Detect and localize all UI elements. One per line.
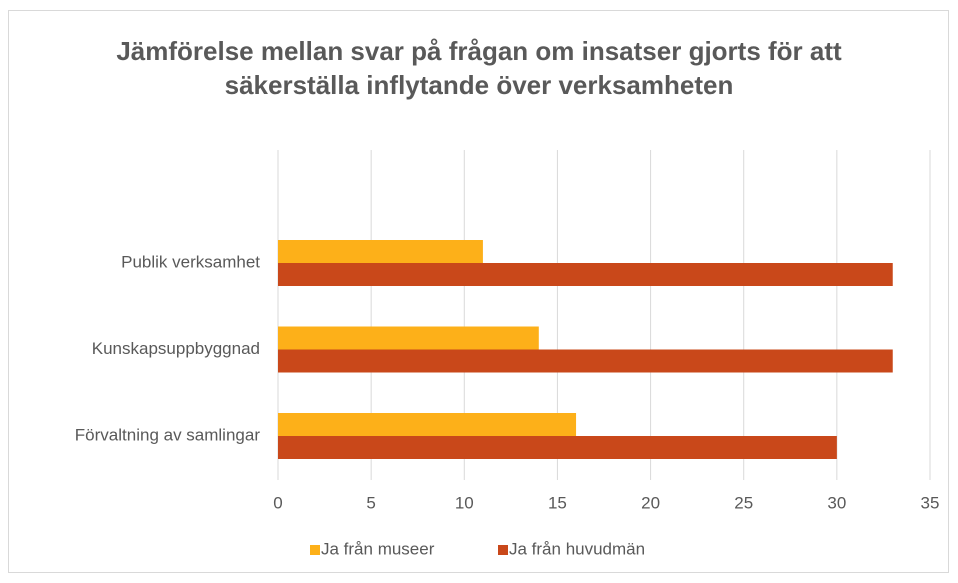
bar: [278, 326, 539, 350]
x-tick-label: 10: [455, 493, 474, 512]
y-tick-label: Kunskapsuppbyggnad: [92, 339, 260, 358]
bar: [278, 349, 893, 373]
legend-label: Ja från museer: [321, 539, 435, 558]
x-tick-label: 35: [921, 493, 940, 512]
x-tick-label: 15: [548, 493, 567, 512]
chart-title: Jämförelse mellan svar på frågan om insa…: [116, 36, 842, 100]
bar: [278, 263, 893, 286]
legend-swatch: [498, 545, 508, 555]
x-tick-label: 30: [827, 493, 846, 512]
x-tick-label: 5: [366, 493, 375, 512]
x-tick-label: 20: [641, 493, 660, 512]
x-tick-label: 25: [734, 493, 753, 512]
y-tick-label: Förvaltning av samlingar: [75, 425, 261, 444]
bar: [278, 413, 577, 436]
y-tick-label: Publik verksamhet: [121, 252, 260, 271]
bar: [278, 436, 837, 459]
legend-label: Ja från huvudmän: [509, 539, 645, 558]
legend-swatch: [310, 545, 320, 555]
bar: [278, 240, 483, 263]
chart-border: [8, 10, 949, 573]
x-tick-label: 0: [273, 493, 282, 512]
